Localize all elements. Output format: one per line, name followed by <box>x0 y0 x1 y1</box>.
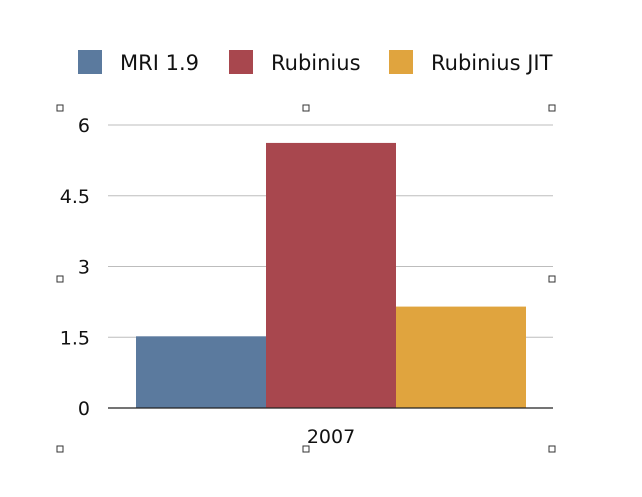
y-tick-label: 6 <box>78 115 90 137</box>
resize-handle[interactable] <box>56 445 64 453</box>
y-tick-label: 1.5 <box>60 327 90 349</box>
bars <box>136 142 526 408</box>
bar-mri-1-9 <box>136 336 266 408</box>
bar-rubinius-jit <box>396 306 526 408</box>
legend: MRI 1.9 Rubinius Rubinius JIT <box>78 50 553 75</box>
selection-handles[interactable] <box>56 104 556 453</box>
y-tick-label: 4.5 <box>60 186 90 208</box>
legend-swatch <box>229 50 253 74</box>
x-axis-categories: 2007 <box>307 426 355 448</box>
legend-swatch <box>78 50 102 74</box>
bar-rubinius <box>266 142 396 408</box>
legend-swatch <box>389 50 413 74</box>
y-tick-label: 3 <box>78 257 90 279</box>
x-category-label: 2007 <box>307 426 355 448</box>
legend-label: Rubinius <box>271 51 361 75</box>
y-axis-ticks: 0 1.5 3 4.5 6 <box>60 115 90 420</box>
y-tick-label: 0 <box>78 398 90 420</box>
resize-handle[interactable] <box>56 275 64 283</box>
resize-handle[interactable] <box>56 104 64 112</box>
resize-handle[interactable] <box>548 275 556 283</box>
resize-handle[interactable] <box>548 445 556 453</box>
legend-label: Rubinius JIT <box>431 51 553 75</box>
resize-handle[interactable] <box>302 445 310 453</box>
resize-handle[interactable] <box>302 104 310 112</box>
resize-handle[interactable] <box>548 104 556 112</box>
legend-label: MRI 1.9 <box>120 51 199 75</box>
